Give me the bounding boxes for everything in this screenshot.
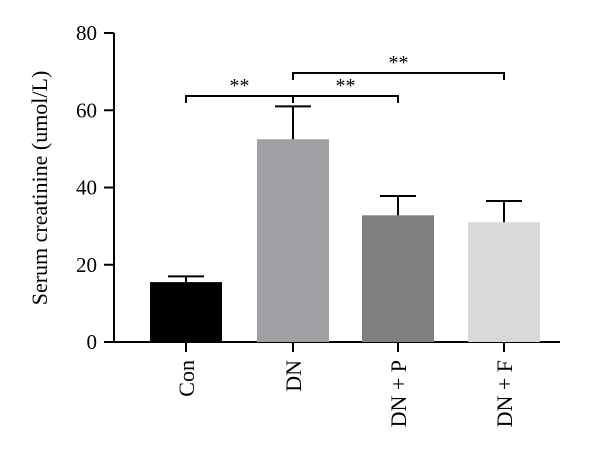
y-tick-label: 60	[76, 98, 97, 122]
y-tick-label: 20	[76, 253, 97, 277]
bar	[257, 139, 329, 342]
significance-brackets: ** ** **	[185, 52, 505, 103]
x-tick-label: DN + P	[386, 360, 411, 427]
bar	[468, 222, 540, 342]
x-tick-label: Con	[174, 360, 199, 397]
significance-label: **	[389, 52, 409, 74]
bar	[150, 282, 222, 342]
bars	[150, 139, 540, 342]
bar	[362, 215, 434, 342]
y-tick-label: 0	[87, 330, 98, 354]
significance-bracket	[185, 95, 294, 103]
significance-bracket	[292, 72, 505, 80]
significance-label: **	[230, 75, 250, 97]
significance-bracket	[292, 95, 399, 103]
error-bars	[168, 105, 522, 283]
y-tick-label: 40	[76, 176, 97, 200]
y-tick-label: 80	[76, 21, 97, 45]
y-axis-label: Serum creatinine (umol/L)	[27, 71, 52, 306]
y-axis-ticks: 0 20 40 60 80	[76, 21, 114, 354]
x-axis-category-labels: Con DN DN + P DN + F	[174, 342, 517, 427]
x-tick-label: DN + F	[492, 360, 517, 427]
x-tick-label: DN	[281, 360, 306, 392]
significance-label: **	[336, 75, 356, 97]
